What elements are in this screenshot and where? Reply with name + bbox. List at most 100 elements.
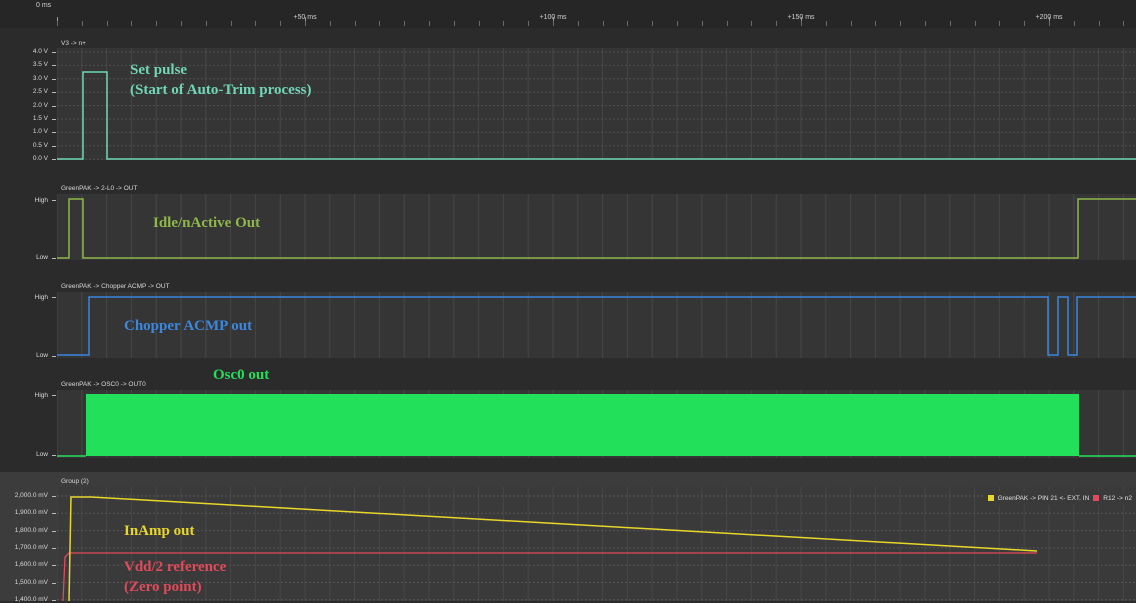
vdd-ref-trace	[62, 552, 1037, 601]
time-minor-tick	[1049, 21, 1050, 26]
time-minor-tick	[404, 21, 406, 26]
v3-y-label: 4.0 V	[32, 48, 48, 55]
time-minor-tick	[1073, 21, 1075, 26]
grid-lines	[57, 48, 1124, 160]
y-tick	[52, 159, 56, 161]
time-minor-tick	[900, 21, 902, 26]
v3-y-label: 3.0 V	[32, 74, 48, 82]
y-tick	[52, 356, 56, 357]
legend-item-pin21: GreenPAK -> PIN 21 <- EXT. IN	[997, 494, 1090, 502]
time-minor-tick	[1024, 21, 1026, 26]
idle-annotation: Idle/nActive Out	[153, 215, 261, 231]
time-minor-tick	[131, 21, 133, 26]
v3-y-label: 0.0 V	[32, 155, 48, 163]
y-tick	[52, 297, 56, 298]
group-y-label: 1,900.0 mV	[14, 509, 48, 517]
time-minor-tick	[949, 21, 951, 26]
v3-plot-area[interactable]	[57, 48, 1136, 160]
time-minor-tick	[999, 21, 1001, 26]
y-tick	[52, 547, 56, 549]
time-minor-tick	[652, 21, 654, 26]
plot-canvas	[57, 48, 1136, 160]
time-minor-tick	[701, 21, 703, 26]
time-ruler[interactable]: 0 ms +50 ms +100 ms +150 ms +200 ms	[0, 0, 1136, 28]
y-tick	[52, 145, 56, 147]
y-tick	[52, 496, 56, 497]
time-minor-tick	[354, 21, 356, 26]
time-minor-tick	[429, 21, 430, 26]
y-tick	[52, 105, 56, 107]
time-minor-tick	[205, 21, 207, 26]
time-minor-tick	[850, 21, 852, 26]
idle-low-label: Low	[36, 254, 48, 261]
group-y-label: 1,500.0 mV	[14, 578, 48, 586]
idle-plot-area[interactable]	[57, 194, 1136, 260]
time-minor-tick	[379, 21, 381, 26]
v3-y-label: 0.5 V	[32, 141, 48, 149]
y-tick	[52, 119, 56, 120]
chopper-annotation: Chopper ACMP out	[124, 318, 253, 334]
vdd-ref-annotation: Vdd/2 reference	[124, 559, 227, 575]
zero-point-annotation: (Zero point)	[124, 579, 202, 595]
osc-low-label: Low	[36, 451, 48, 458]
idle-panel-title: GreenPAK -> 2-L0 -> OUT	[61, 185, 138, 192]
time-minor-tick	[81, 21, 83, 26]
y-tick	[52, 455, 56, 456]
time-minor-tick	[925, 21, 926, 26]
plot-canvas	[57, 194, 1136, 260]
time-minor-tick	[305, 21, 306, 26]
osc-burst-fill	[86, 394, 1079, 456]
osc-panel-title: GreenPAK -> OSC0 -> OUT0	[61, 381, 146, 388]
chopper-trace	[57, 296, 1136, 356]
time-minor-tick	[553, 21, 554, 26]
time-minor-tick	[776, 21, 778, 26]
v3-y-label: 2.5 V	[32, 88, 48, 96]
group-y-label: 1,400.0 mV	[14, 595, 48, 603]
y-tick	[52, 52, 56, 53]
auto-trim-annotation: (Start of Auto-Trim process)	[130, 82, 312, 98]
y-tick	[52, 132, 56, 134]
time-minor-tick	[57, 21, 58, 26]
time-minor-tick	[503, 21, 505, 26]
group-legend[interactable]: GreenPAK -> PIN 21 <- EXT. IN R12 -> n2	[983, 491, 1136, 505]
plot-canvas	[57, 292, 1136, 358]
osc-annotation: Osc0 out	[213, 367, 270, 383]
time-minor-tick	[280, 21, 282, 26]
time-minor-tick	[156, 21, 158, 26]
legend-item-r12: R12 -> n2	[1103, 494, 1132, 502]
group-y-label: 1,600.0 mV	[14, 561, 48, 569]
time-minor-tick	[478, 21, 480, 26]
time-zero-label: 0 ms	[36, 2, 52, 9]
group-y-label: 1,700.0 mV	[14, 543, 48, 551]
chopper-plot-area[interactable]	[57, 292, 1136, 358]
time-minor-tick	[974, 21, 976, 26]
time-minor-tick	[577, 21, 579, 26]
grid-lines	[57, 194, 1124, 260]
v3-y-label: 1.5 V	[32, 115, 48, 122]
time-minor-tick	[1123, 21, 1125, 26]
time-minor-tick	[627, 21, 629, 26]
inamp-annotation: InAmp out	[124, 523, 195, 539]
y-tick	[52, 582, 56, 584]
y-tick	[52, 395, 56, 396]
time-minor-tick	[677, 21, 678, 26]
group-y-label: 1,800.0 mV	[14, 526, 48, 534]
time-minor-tick	[255, 21, 257, 26]
osc-plot-area[interactable]	[57, 390, 1136, 458]
group-panel-title: Group (2)	[61, 478, 89, 485]
chopper-low-label: Low	[36, 352, 48, 359]
y-tick	[52, 513, 56, 515]
set-pulse-annotation: Set pulse	[130, 62, 188, 78]
time-minor-tick	[230, 21, 232, 26]
v3-y-label: 1.0 V	[32, 128, 48, 136]
y-tick	[52, 200, 56, 201]
y-tick	[52, 258, 56, 259]
plot-canvas	[57, 487, 1136, 601]
time-minor-tick	[825, 21, 827, 26]
group-y-label: 2,000.0 mV	[14, 492, 48, 499]
grid-lines	[57, 292, 1124, 358]
time-minor-tick	[751, 21, 753, 26]
group-plot-area[interactable]	[57, 487, 1136, 601]
v3-y-label: 3.5 V	[32, 61, 48, 69]
time-minor-tick	[106, 21, 108, 26]
